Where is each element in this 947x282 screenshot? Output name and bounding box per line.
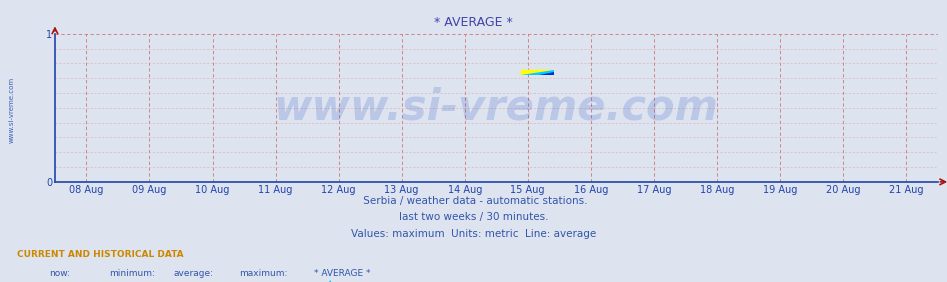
Text: maximum:: maximum: (240, 269, 288, 278)
Text: * AVERAGE *: * AVERAGE * (434, 16, 513, 28)
Text: CURRENT AND HISTORICAL DATA: CURRENT AND HISTORICAL DATA (17, 250, 184, 259)
Text: now:: now: (49, 269, 70, 278)
Polygon shape (540, 72, 555, 75)
Text: Values: maximum  Units: metric  Line: average: Values: maximum Units: metric Line: aver… (351, 229, 596, 239)
Text: minimum:: minimum: (109, 269, 154, 278)
Text: last two weeks / 30 minutes.: last two weeks / 30 minutes. (399, 212, 548, 222)
Text: Serbia / weather data - automatic stations.: Serbia / weather data - automatic statio… (360, 196, 587, 206)
Polygon shape (521, 70, 555, 75)
Text: average:: average: (173, 269, 213, 278)
Polygon shape (521, 70, 555, 75)
Text: www.si-vreme.com: www.si-vreme.com (9, 77, 14, 143)
Text: www.si-vreme.com: www.si-vreme.com (274, 87, 719, 129)
Text: * AVERAGE *: * AVERAGE * (314, 269, 371, 278)
Polygon shape (314, 280, 331, 282)
